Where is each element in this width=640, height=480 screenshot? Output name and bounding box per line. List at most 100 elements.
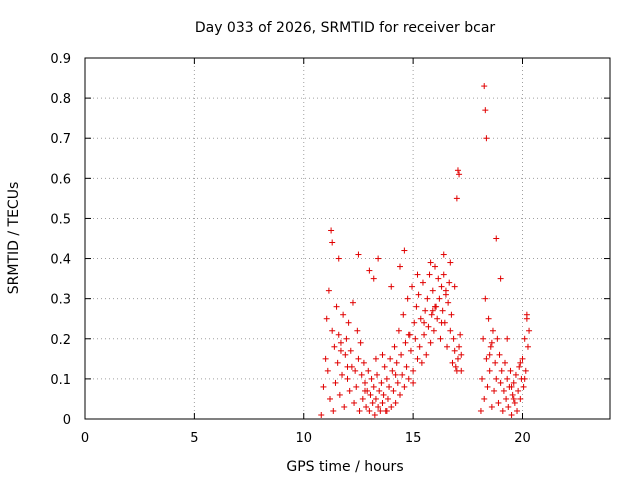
data-point (508, 411, 515, 418)
data-point (398, 351, 405, 358)
data-point (367, 391, 374, 398)
data-point (451, 283, 458, 290)
data-point (397, 391, 403, 398)
data-point (355, 355, 362, 362)
data-point (449, 359, 456, 366)
data-point (381, 363, 388, 370)
data-point (448, 311, 455, 318)
data-point (488, 339, 495, 346)
data-point (477, 407, 484, 414)
data-point (392, 371, 399, 378)
data-point (425, 323, 432, 330)
data-point (335, 255, 342, 262)
data-point (388, 283, 395, 290)
data-point (401, 383, 408, 390)
data-point (386, 383, 393, 390)
data-point (374, 371, 381, 378)
data-point (393, 359, 400, 366)
data-point (497, 379, 504, 386)
data-point (347, 347, 354, 354)
x-tick-label: 5 (190, 431, 198, 446)
data-point (397, 263, 403, 270)
data-point (510, 379, 517, 386)
data-point (426, 271, 433, 278)
data-point (402, 339, 409, 346)
data-point (419, 279, 426, 286)
data-point (502, 359, 508, 366)
data-point (428, 311, 435, 318)
data-point (454, 355, 461, 362)
data-point (332, 379, 339, 386)
data-point (442, 287, 449, 294)
data-point (454, 167, 461, 174)
data-point (484, 383, 491, 390)
data-point (453, 195, 460, 202)
data-point (388, 403, 395, 410)
data-point (355, 251, 362, 258)
data-point (342, 351, 349, 358)
data-point (356, 407, 363, 414)
y-axis-label: SRMTID / TECUs (6, 182, 22, 295)
data-point (404, 295, 411, 302)
data-point (395, 327, 402, 334)
data-point (499, 407, 506, 414)
data-point (336, 391, 343, 398)
data-point (323, 315, 330, 322)
y-tick-label: 0.8 (50, 92, 71, 107)
data-point (507, 367, 514, 374)
data-point (416, 343, 423, 350)
data-point (334, 359, 341, 366)
data-point (445, 299, 452, 306)
data-point (415, 291, 422, 298)
data-point (427, 339, 434, 346)
data-point (394, 379, 401, 386)
data-point (362, 387, 368, 394)
data-point (480, 335, 487, 342)
data-point (409, 283, 416, 290)
data-point (432, 303, 438, 310)
data-point (424, 295, 431, 302)
data-point (414, 271, 421, 278)
data-point (383, 375, 390, 382)
data-point (358, 371, 365, 378)
data-point (458, 367, 465, 374)
data-point (335, 331, 342, 338)
x-axis-label: GPS time / hours (286, 459, 403, 475)
data-point (390, 387, 397, 394)
data-points (318, 83, 533, 418)
data-point (401, 247, 408, 254)
data-point (337, 339, 344, 346)
data-point (379, 351, 386, 358)
data-point (437, 335, 444, 342)
data-point (495, 399, 502, 406)
y-tick-label: 0.2 (50, 333, 71, 348)
data-point (376, 387, 383, 394)
data-point (399, 371, 406, 378)
data-point (392, 399, 399, 406)
data-point (486, 367, 493, 374)
data-point (482, 107, 489, 114)
data-point (378, 379, 385, 386)
data-point (489, 327, 496, 334)
data-point (500, 387, 507, 394)
y-tick-label: 0.5 (50, 212, 71, 227)
data-point (400, 311, 407, 318)
data-point (407, 347, 414, 354)
data-point (457, 331, 464, 338)
data-point (491, 387, 498, 394)
y-tick-label: 0.6 (50, 172, 71, 187)
data-point (410, 379, 417, 386)
data-point (330, 407, 337, 414)
data-point (526, 327, 533, 334)
y-tick-label: 0.4 (50, 253, 71, 268)
data-point (440, 251, 447, 258)
data-point (515, 387, 522, 394)
data-point (485, 315, 492, 322)
data-point (493, 375, 500, 382)
data-point (412, 335, 419, 342)
data-point (496, 351, 503, 358)
data-point (494, 335, 501, 342)
y-tick-label: 0.1 (50, 373, 71, 388)
data-point (320, 383, 327, 390)
data-point (482, 295, 489, 302)
